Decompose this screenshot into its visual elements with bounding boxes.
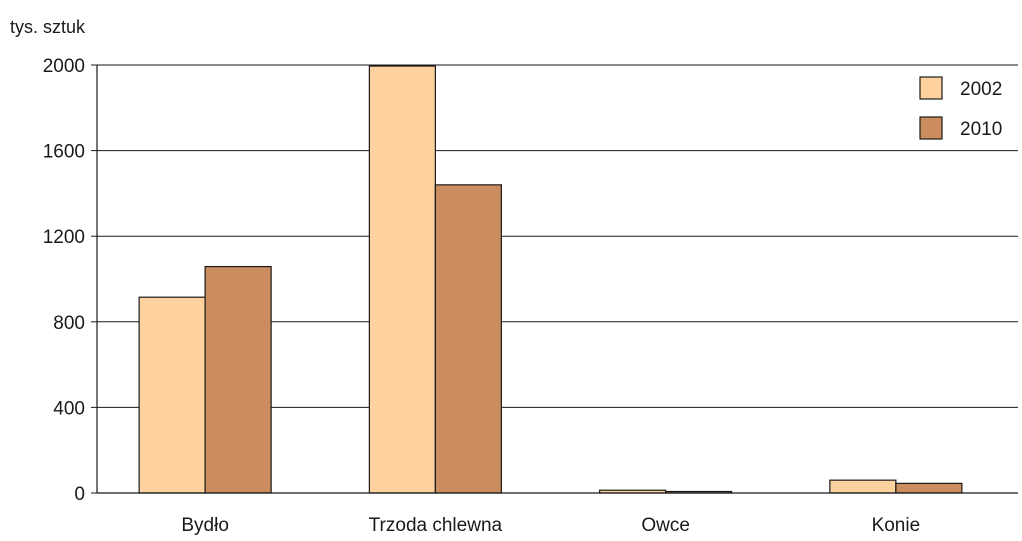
legend-swatch-2002 [919,76,943,100]
x-tick-label: Bydło [181,515,229,536]
y-tick-label: 1200 [43,227,85,248]
legend-label: 2010 [960,119,1002,140]
y-tick-labels: 0 400 800 1200 1600 2000 [43,56,85,505]
bars [138,65,963,494]
legend-label: 2002 [960,79,1002,100]
y-tick-label: 1600 [43,142,85,163]
bar-2010 [204,265,272,494]
legend: 2002 2010 [919,76,1002,140]
bar-2002 [138,296,206,494]
bar-2002 [829,479,897,494]
y-tick-label: 800 [53,313,85,334]
x-tick-label: Owce [641,515,690,536]
y-tick-label: 0 [74,484,85,505]
bar-2010 [895,482,963,494]
legend-swatch-2010 [919,116,943,140]
y-tick-label: 2000 [43,56,85,77]
bar-2002 [368,65,436,494]
x-tick-label: Konie [872,515,921,536]
x-tick-labels: Bydło Trzoda chlewna Owce Konie [181,515,920,536]
y-axis-label: tys. sztuk [10,17,86,37]
bar-2010 [434,184,502,494]
axes [91,64,1018,494]
x-tick-label: Trzoda chlewna [369,515,503,536]
y-tick-label: 400 [53,398,85,419]
